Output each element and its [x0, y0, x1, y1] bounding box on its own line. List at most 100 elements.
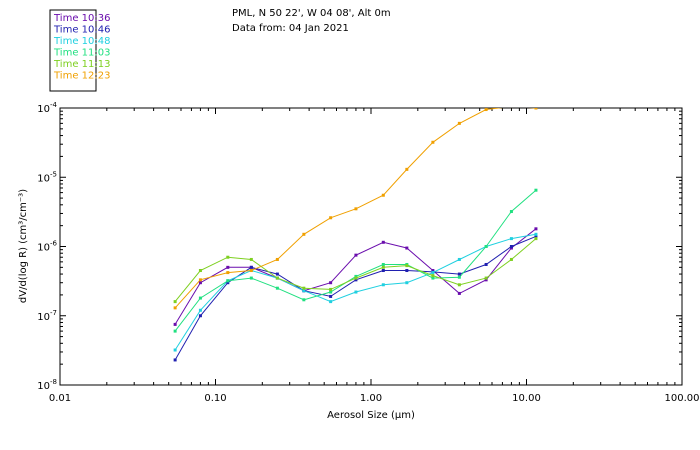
data-point-time-11-13 — [381, 265, 385, 269]
data-point-time-11-13 — [249, 257, 253, 261]
data-point-time-12-23 — [534, 108, 538, 110]
data-point-time-12-23 — [249, 269, 253, 273]
data-point-time-10-36 — [405, 246, 409, 250]
data-point-time-12-23 — [329, 216, 333, 220]
data-point-time-10-46 — [198, 314, 202, 318]
data-point-time-11-03 — [431, 276, 435, 280]
data-point-time-12-23 — [457, 121, 461, 125]
legend-entry: Time 11:13 — [53, 59, 110, 70]
data-point-time-10-48 — [534, 232, 538, 236]
data-point-time-11-13 — [329, 287, 333, 291]
legend-entry: Time 10:48 — [53, 36, 110, 47]
data-point-time-12-23 — [431, 140, 435, 144]
data-point-time-12-23 — [509, 108, 513, 109]
legend-entry: Time 11:03 — [53, 48, 110, 59]
series-lines — [174, 108, 537, 361]
data-point-time-10-48 — [198, 308, 202, 312]
data-point-time-11-03 — [302, 298, 306, 302]
data-point-time-11-13 — [275, 276, 279, 280]
data-point-time-11-03 — [329, 290, 333, 294]
data-point-time-11-03 — [457, 275, 461, 279]
data-point-time-10-48 — [405, 281, 409, 285]
data-point-time-10-36 — [198, 281, 202, 285]
data-point-time-11-13 — [198, 269, 202, 273]
data-point-time-11-03 — [534, 188, 538, 192]
data-point-time-10-46 — [457, 272, 461, 276]
series-line-time-11-03 — [174, 189, 537, 332]
x-axis-label: Aerosol Size (μm) — [327, 410, 415, 421]
data-point-time-10-36 — [457, 291, 461, 295]
data-point-time-10-48 — [381, 283, 385, 287]
data-point-time-10-48 — [431, 271, 435, 275]
data-point-time-11-03 — [381, 262, 385, 266]
data-point-time-10-46 — [275, 272, 279, 276]
data-point-time-12-23 — [198, 278, 202, 282]
data-point-time-11-03 — [484, 245, 488, 248]
legend-entry: Time 12:23 — [53, 71, 110, 82]
x-tick-label: 0.10 — [204, 393, 226, 404]
data-point-time-10-46 — [329, 294, 333, 298]
data-point-time-10-46 — [354, 278, 358, 282]
data-point-time-10-48 — [457, 257, 461, 261]
data-point-time-12-23 — [275, 257, 279, 261]
y-axis-label: dV/d(log R) (cm³/cm⁻³) — [18, 189, 29, 303]
data-point-time-11-13 — [431, 274, 435, 278]
data-point-time-12-23 — [484, 108, 488, 112]
data-point-time-10-36 — [381, 240, 385, 244]
data-point-time-11-03 — [275, 286, 279, 290]
series-points — [173, 108, 538, 362]
data-point-time-11-13 — [173, 300, 177, 304]
data-point-time-11-13 — [457, 283, 461, 287]
data-point-time-10-46 — [226, 281, 230, 285]
data-point-time-10-36 — [484, 278, 488, 282]
data-point-time-11-03 — [509, 210, 513, 214]
data-point-time-10-46 — [534, 234, 538, 238]
data-point-time-11-03 — [249, 276, 253, 280]
axis-ticks: 0.01 0.10 1.00 10.00 100.00 10-8 10-7 10-6 10-5 1… — [37, 101, 699, 404]
data-point-time-10-36 — [509, 246, 513, 250]
data-point-time-10-36 — [173, 322, 177, 326]
data-point-time-11-03 — [173, 329, 177, 333]
data-point-time-10-36 — [226, 265, 230, 269]
x-tick-label: 10.00 — [512, 393, 541, 404]
data-point-time-12-23 — [381, 193, 385, 197]
data-point-time-12-23 — [226, 271, 230, 275]
data-point-time-10-48 — [354, 290, 358, 294]
data-point-time-12-23 — [302, 232, 306, 236]
data-point-time-11-03 — [226, 279, 230, 283]
data-point-time-11-13 — [484, 276, 488, 280]
y-tick-label: 10-7 — [37, 309, 57, 323]
data-point-time-11-03 — [198, 296, 202, 300]
data-point-time-11-03 — [354, 274, 358, 278]
data-point-time-10-48 — [302, 289, 306, 293]
data-point-time-11-13 — [354, 276, 358, 280]
data-point-time-10-48 — [329, 300, 333, 304]
data-point-time-11-13 — [405, 264, 409, 268]
plot-frame — [59, 107, 683, 386]
data-point-time-10-36 — [354, 253, 358, 257]
x-tick-label: 100.00 — [665, 393, 700, 404]
data-point-time-10-46 — [405, 269, 409, 273]
data-point-time-10-46 — [173, 358, 177, 362]
data-point-time-11-13 — [302, 286, 306, 290]
x-tick-label: 0.01 — [49, 393, 71, 404]
header-location: PML, N 50 22', W 04 08', Alt 0m — [232, 8, 391, 19]
legend-entry: Time 10:36 — [53, 13, 110, 24]
data-point-time-10-36 — [329, 281, 333, 285]
data-point-time-10-48 — [509, 237, 513, 241]
data-point-time-10-36 — [534, 227, 538, 231]
legend-entry: Time 10:46 — [53, 25, 110, 36]
y-tick-label: 10-4 — [37, 101, 57, 115]
data-point-time-10-46 — [381, 269, 385, 273]
data-point-time-12-23 — [405, 167, 409, 171]
legend-box — [49, 9, 97, 92]
data-point-time-10-46 — [249, 265, 253, 269]
y-tick-label: 10-6 — [37, 240, 57, 254]
data-point-time-11-13 — [226, 255, 230, 259]
data-point-time-10-48 — [173, 348, 177, 352]
x-tick-label: 1.00 — [360, 393, 382, 404]
y-tick-label: 10-8 — [37, 378, 57, 392]
data-point-time-10-46 — [484, 262, 488, 266]
data-point-time-11-13 — [534, 237, 538, 241]
